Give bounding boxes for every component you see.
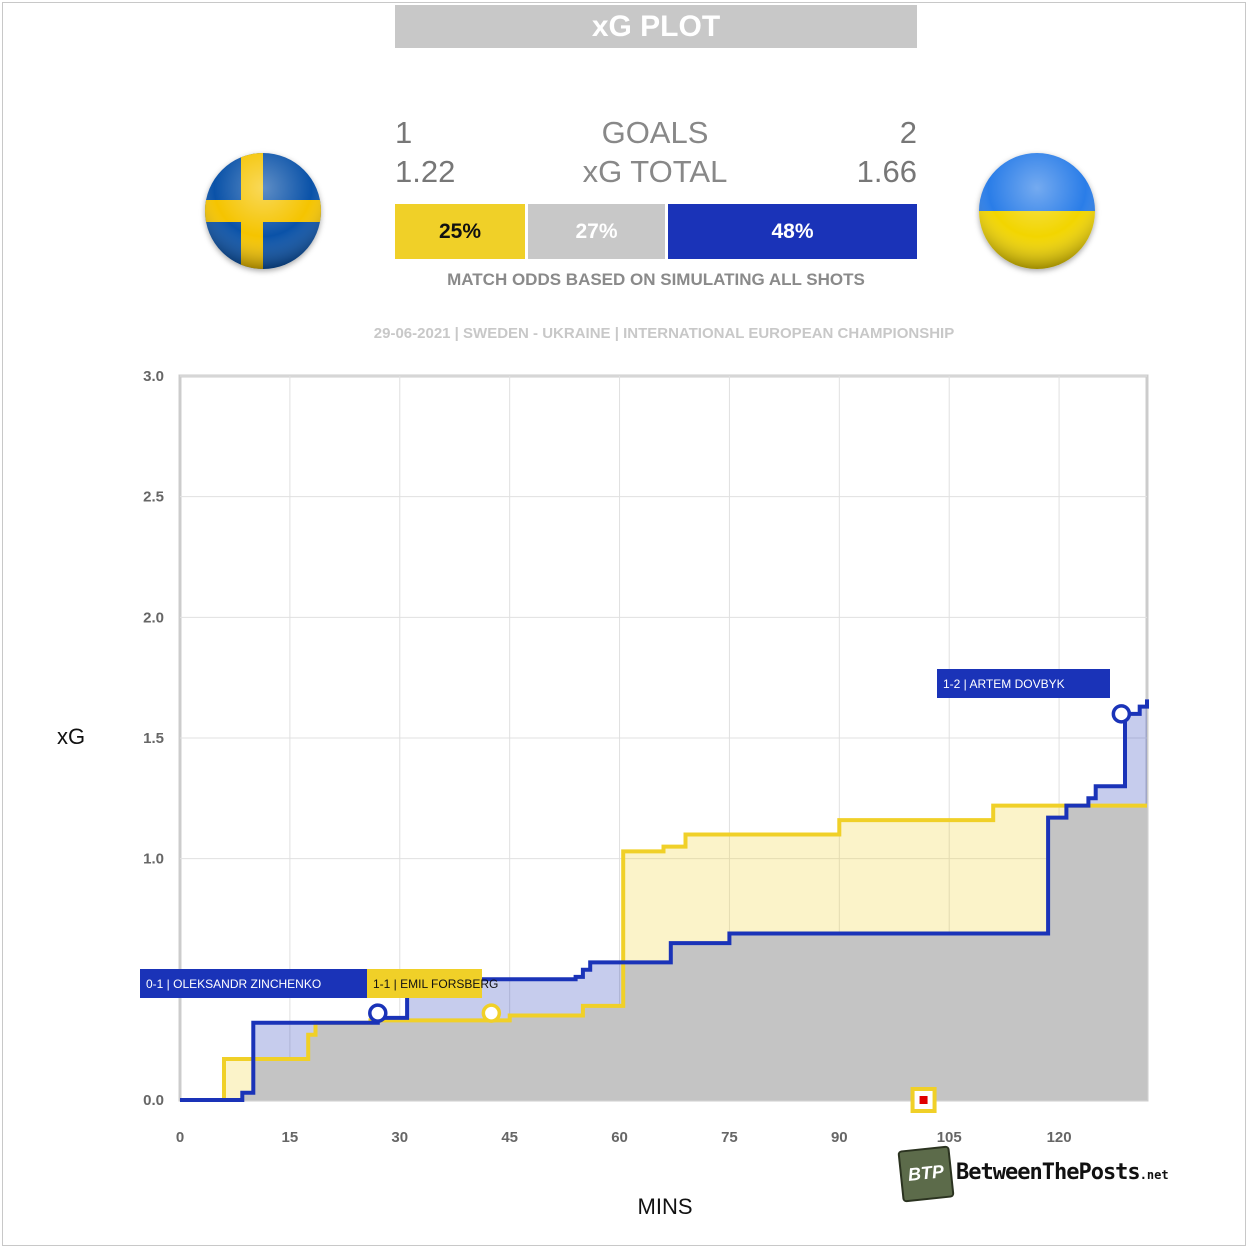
y-tick-label: 2.0 xyxy=(143,609,164,626)
sweden-flag-icon xyxy=(205,153,321,269)
y-tick-label: 2.5 xyxy=(143,489,164,506)
away-win-odds: 48% xyxy=(668,204,917,259)
goal-label-box xyxy=(140,969,368,998)
away-goals: 2 xyxy=(899,115,917,150)
y-tick-label: 1.5 xyxy=(143,730,164,747)
goal-marker xyxy=(368,1003,388,1023)
page-title: xG PLOT xyxy=(395,5,917,48)
x-tick-label: 75 xyxy=(721,1129,738,1146)
x-tick-label: 105 xyxy=(937,1129,962,1146)
goal-label: 0-1 | OLEKSANDR ZINCHENKO xyxy=(146,977,321,991)
home-win-odds: 25% xyxy=(395,204,525,259)
y-tick-label: 0.0 xyxy=(143,1092,164,1109)
x-tick-label: 30 xyxy=(391,1129,408,1146)
x-axis-label: MINS xyxy=(637,1194,693,1219)
goal-label: 1-1 | EMIL FORSBERG xyxy=(373,977,498,991)
odds-note: MATCH ODDS BASED ON SIMULATING ALL SHOTS xyxy=(447,270,865,289)
series-line-sweden xyxy=(180,803,1147,1102)
red-card-mark xyxy=(919,1096,928,1104)
x-tick-label: 15 xyxy=(282,1129,299,1146)
goal-marker xyxy=(1111,704,1132,724)
goals-label: GOALS xyxy=(601,115,709,150)
overlap-area xyxy=(180,805,1147,1100)
goal-label-box xyxy=(367,969,482,998)
goal-label: 1-2 | ARTEM DOVBYK xyxy=(943,677,1065,691)
y-tick-label: 3.0 xyxy=(143,368,164,385)
draw-odds: 27% xyxy=(528,204,665,259)
home-xg-total: 1.22 xyxy=(395,154,456,189)
away-xg-total: 1.66 xyxy=(856,154,917,189)
x-tick-label: 45 xyxy=(501,1129,518,1146)
goal-label-box xyxy=(937,669,1110,698)
x-tick-label: 0 xyxy=(176,1129,184,1146)
ukraine-flag-icon xyxy=(979,153,1095,269)
goal-marker xyxy=(481,1003,502,1023)
brand-badge-icon: BTP xyxy=(897,1145,955,1203)
x-tick-label: 120 xyxy=(1047,1129,1072,1146)
x-tick-label: 60 xyxy=(611,1129,628,1146)
xg-total-label: xG TOTAL xyxy=(582,154,728,189)
y-axis-label: xG xyxy=(57,724,86,749)
home-goals: 1 xyxy=(395,115,413,150)
x-tick-label: 90 xyxy=(831,1129,848,1146)
y-tick-label: 1.0 xyxy=(143,851,164,868)
match-info: 29-06-2021 | SWEDEN - UKRAINE | INTERNAT… xyxy=(373,325,955,342)
brand-name: BetweenThePosts.net xyxy=(956,1160,1169,1185)
